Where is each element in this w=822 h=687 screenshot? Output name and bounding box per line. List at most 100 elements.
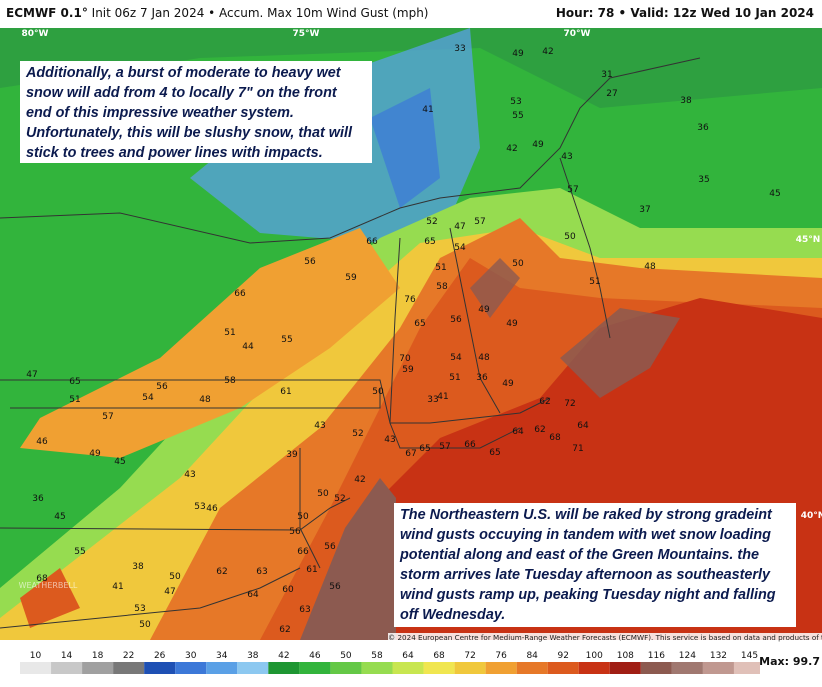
gust-value: 49 (478, 305, 490, 315)
copyright: © 2024 European Centre for Medium-Range … (388, 633, 822, 642)
zone (470, 258, 520, 318)
colorbar-label: 92 (558, 651, 569, 661)
gust-value: 41 (112, 582, 123, 592)
gust-value: 35 (698, 175, 709, 185)
gust-value: 53 (194, 502, 205, 512)
colorbar-swatch (733, 662, 760, 674)
colorbar-swatch (516, 662, 548, 674)
gust-value: 41 (437, 392, 448, 402)
colorbar-swatch (82, 662, 114, 674)
gust-value: 49 (89, 449, 101, 459)
gust-value: 57 (102, 412, 113, 422)
colorbar-label: 72 (464, 651, 475, 661)
colorbar-swatch (237, 662, 269, 674)
gust-value: 47 (164, 587, 175, 597)
colorbar-label: 50 (340, 651, 352, 661)
gust-value: 58 (436, 282, 448, 292)
colorbar: 10 14 18 22 26 30 34 38 42 46 50 58 64 68 72 76 84 92 100 1… (20, 651, 760, 674)
gust-value: 63 (299, 605, 310, 615)
run-info: Init 06z 7 Jan 2024 • Accum. Max 10m Win… (91, 6, 429, 20)
gust-value: 56 (324, 542, 336, 552)
colorbar-swatch (175, 662, 207, 674)
gust-value: 39 (286, 450, 298, 460)
gust-value: 51 (69, 395, 80, 405)
gust-value: 54 (454, 243, 466, 253)
gust-value: 41 (422, 105, 433, 115)
grid-label: 40°N (801, 511, 822, 521)
colorbar-label: 14 (61, 651, 73, 661)
gust-value: 50 (372, 387, 384, 397)
gust-value: 51 (589, 277, 600, 287)
gust-value: 54 (450, 353, 462, 363)
gust-value: 50 (139, 620, 151, 630)
annotation: The Northeastern U.S. will be raked by s… (394, 503, 796, 627)
colorbar-label: 30 (185, 651, 197, 661)
gust-value: 47 (454, 222, 465, 232)
water (370, 88, 440, 208)
gust-value: 45 (54, 512, 65, 522)
gust-value: 56 (450, 315, 462, 325)
gust-value: 64 (247, 590, 259, 600)
gust-value: 65 (419, 444, 430, 454)
colorbar-label: 46 (309, 651, 321, 661)
gust-value: 52 (426, 217, 437, 227)
colorbar-swatch (578, 662, 610, 674)
colorbar-swatch (330, 662, 362, 674)
annotation: Additionally, a burst of moderate to hea… (20, 61, 372, 163)
colorbar-label: 58 (371, 651, 383, 661)
gust-value: 48 (644, 262, 656, 272)
gust-value: 50 (297, 512, 309, 522)
gust-value: 27 (606, 89, 617, 99)
gust-value: 56 (329, 582, 341, 592)
gust-value: 57 (439, 442, 450, 452)
gust-value: 64 (512, 427, 524, 437)
gust-value: 65 (489, 448, 500, 458)
grid-label: 70°W (564, 29, 591, 39)
colorbar-swatch (299, 662, 331, 674)
gust-value: 65 (69, 377, 80, 387)
gust-value: 36 (476, 373, 488, 383)
gust-value: 66 (297, 547, 309, 557)
gust-value: 49 (512, 49, 524, 59)
gust-value: 66 (366, 237, 378, 247)
valid-time: Hour: 78 • Valid: 12z Wed 10 Jan 2024 (555, 6, 814, 20)
gust-value: 33 (454, 44, 465, 54)
colorbar-label: 38 (247, 651, 259, 661)
gust-value: 48 (478, 353, 490, 363)
colorbar-swatch (144, 662, 176, 674)
colorbar-label: 84 (526, 651, 538, 661)
gust-value: 48 (199, 395, 211, 405)
gust-value: 67 (405, 449, 416, 459)
gust-value: 71 (572, 444, 583, 454)
colorbar-swatch (454, 662, 486, 674)
gust-value: 63 (256, 567, 267, 577)
grid-label: 45°N (796, 235, 821, 245)
gust-value: 49 (532, 140, 544, 150)
colorbar-swatch (423, 662, 455, 674)
gust-value: 37 (639, 205, 650, 215)
gust-value: 49 (502, 379, 514, 389)
colorbar-label: 10 (30, 651, 42, 661)
colorbar-label: 100 (586, 651, 603, 661)
colorbar-swatch (51, 662, 83, 674)
gust-value: 58 (224, 376, 236, 386)
zone (560, 308, 680, 398)
gust-value: 43 (314, 421, 325, 431)
gust-value: 56 (289, 527, 301, 537)
gust-value: 53 (510, 97, 521, 107)
gust-value: 55 (512, 111, 523, 121)
logo: WEATHERBELL (19, 581, 78, 590)
colorbar-label: 22 (123, 651, 134, 661)
gust-value: 50 (317, 489, 329, 499)
colorbar-label: 124 (679, 651, 696, 661)
gust-value: 76 (404, 295, 416, 305)
colorbar-label: 108 (617, 651, 634, 661)
gust-value: 36 (697, 123, 709, 133)
gust-value: 68 (549, 433, 561, 443)
gust-value: 64 (577, 421, 589, 431)
gust-value: 59 (345, 273, 357, 283)
gust-value: 43 (561, 152, 572, 162)
colorbar-label: 18 (92, 651, 104, 661)
colorbar-swatch (609, 662, 641, 674)
